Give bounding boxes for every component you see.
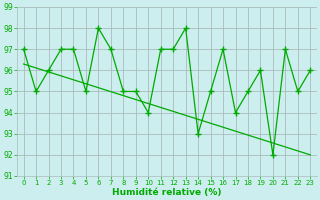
X-axis label: Humidité relative (%): Humidité relative (%) (112, 188, 222, 197)
